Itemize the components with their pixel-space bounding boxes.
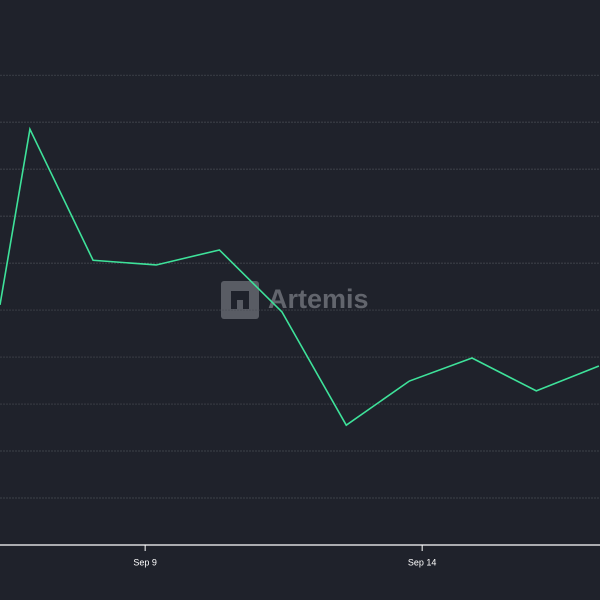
watermark: Artemis <box>221 281 369 319</box>
x-tick-label: Sep 9 <box>133 557 157 567</box>
line <box>0 126 600 427</box>
x-tick-label: Sep 14 <box>408 557 437 567</box>
watermark-text: Artemis <box>268 284 369 314</box>
watermark-glyph <box>231 291 249 309</box>
